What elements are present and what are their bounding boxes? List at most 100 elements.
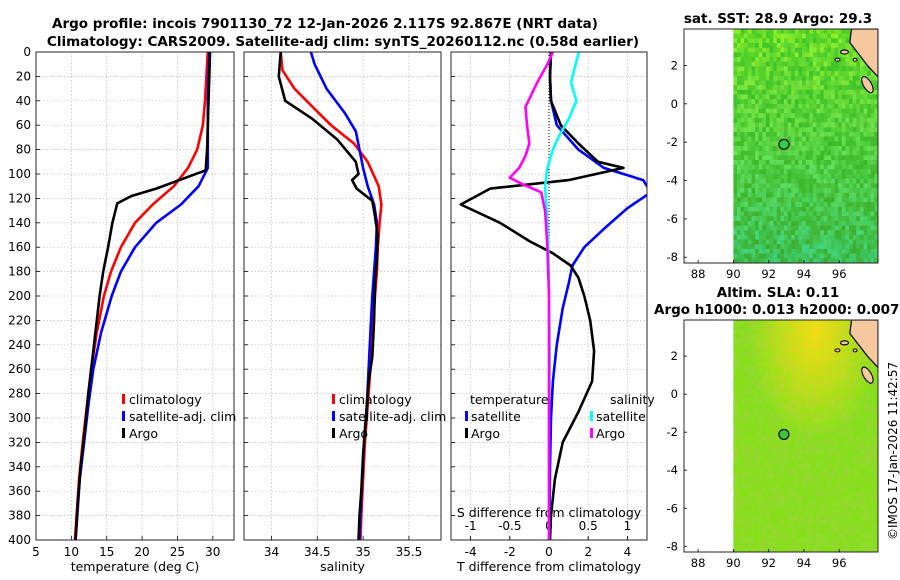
map-cell — [867, 473, 872, 479]
map-cell — [841, 57, 846, 63]
map-cell — [812, 352, 818, 358]
map-cell — [784, 496, 789, 502]
map-cell — [859, 380, 865, 386]
map-cell — [762, 454, 767, 460]
map-cell — [791, 234, 796, 241]
map-cell — [827, 394, 832, 400]
map-cell — [841, 94, 846, 100]
map-cell — [784, 122, 789, 128]
map-cell — [874, 211, 878, 217]
map-cell — [791, 202, 796, 208]
map-cell — [849, 174, 854, 180]
map-cell — [834, 197, 839, 203]
map-cell — [773, 253, 778, 259]
map-cell — [762, 403, 767, 409]
map-cell — [859, 445, 865, 451]
map-cell — [769, 422, 774, 428]
map-cell — [859, 385, 865, 391]
map-cell — [758, 47, 763, 53]
map-cell — [820, 29, 825, 35]
map-cell — [802, 197, 807, 203]
map-cell — [834, 333, 839, 340]
map-cell — [744, 422, 749, 428]
map-cell — [737, 89, 742, 96]
map-cell — [802, 514, 807, 521]
map-cell — [765, 375, 771, 381]
map-cell — [823, 174, 828, 180]
map-cell — [827, 468, 832, 474]
legend-swatch — [465, 411, 468, 421]
map-cell — [852, 528, 857, 534]
map-cell — [849, 71, 854, 77]
map-cell — [863, 542, 868, 548]
map-cell — [874, 436, 878, 442]
map-cell — [816, 57, 821, 63]
map-cell — [737, 357, 742, 363]
map-cell — [751, 385, 756, 391]
map-cell — [740, 449, 745, 456]
map-cell — [747, 459, 752, 465]
map-cell — [802, 361, 807, 367]
map-cell — [805, 85, 810, 91]
map-cell — [831, 389, 836, 395]
map-cell — [747, 491, 752, 497]
map-cell — [765, 347, 771, 353]
map-cell — [740, 440, 745, 446]
map-cell — [834, 385, 839, 391]
map-cell — [823, 547, 828, 552]
map-cell — [765, 52, 771, 58]
map-cell — [823, 436, 828, 442]
map-cell — [834, 422, 839, 428]
map-cell — [751, 440, 756, 446]
map-cell — [787, 113, 792, 119]
map-cell — [765, 343, 771, 349]
map-cell — [791, 197, 796, 203]
map-cell — [784, 211, 789, 217]
map-cell — [845, 487, 850, 493]
map-cell — [852, 436, 857, 442]
map-cell — [856, 94, 861, 100]
map-cell — [823, 375, 828, 381]
map-cell — [859, 211, 865, 217]
map-cell — [870, 487, 875, 493]
map-cell — [747, 244, 752, 250]
map-cell — [838, 197, 843, 203]
map-cell — [805, 132, 810, 138]
map-cell — [816, 426, 821, 432]
map-cell — [755, 174, 760, 180]
map-cell — [744, 436, 749, 442]
map-cell — [798, 234, 803, 241]
map-cell — [787, 366, 792, 372]
map-cell — [870, 408, 875, 414]
map-cell — [787, 136, 792, 142]
map-cell — [780, 375, 785, 381]
map-cell — [812, 216, 818, 222]
map-cell — [744, 496, 749, 502]
map-cell — [838, 188, 843, 194]
map-cell — [827, 477, 832, 483]
map-cell — [845, 38, 850, 44]
map-cell — [856, 192, 861, 199]
map-cell — [863, 211, 868, 217]
map-cell — [805, 454, 810, 460]
map-cell — [751, 426, 756, 432]
map-cell — [809, 385, 814, 391]
map-cell — [831, 510, 836, 516]
map-cell — [841, 431, 846, 437]
map-cell — [834, 234, 839, 241]
map-cell — [787, 371, 792, 377]
map-cell — [744, 29, 749, 35]
map-cell — [758, 398, 763, 405]
map-cell — [794, 501, 799, 507]
map-cell — [762, 234, 767, 241]
map-cell — [816, 477, 821, 483]
map-cell — [831, 473, 836, 479]
map-cell — [776, 380, 781, 386]
map-cell — [856, 132, 861, 138]
map-cell — [820, 468, 825, 474]
map-cell — [765, 108, 771, 114]
map-cell — [841, 519, 846, 525]
map-cell — [845, 52, 850, 58]
map-cell — [780, 487, 785, 493]
map-cell — [856, 174, 861, 180]
